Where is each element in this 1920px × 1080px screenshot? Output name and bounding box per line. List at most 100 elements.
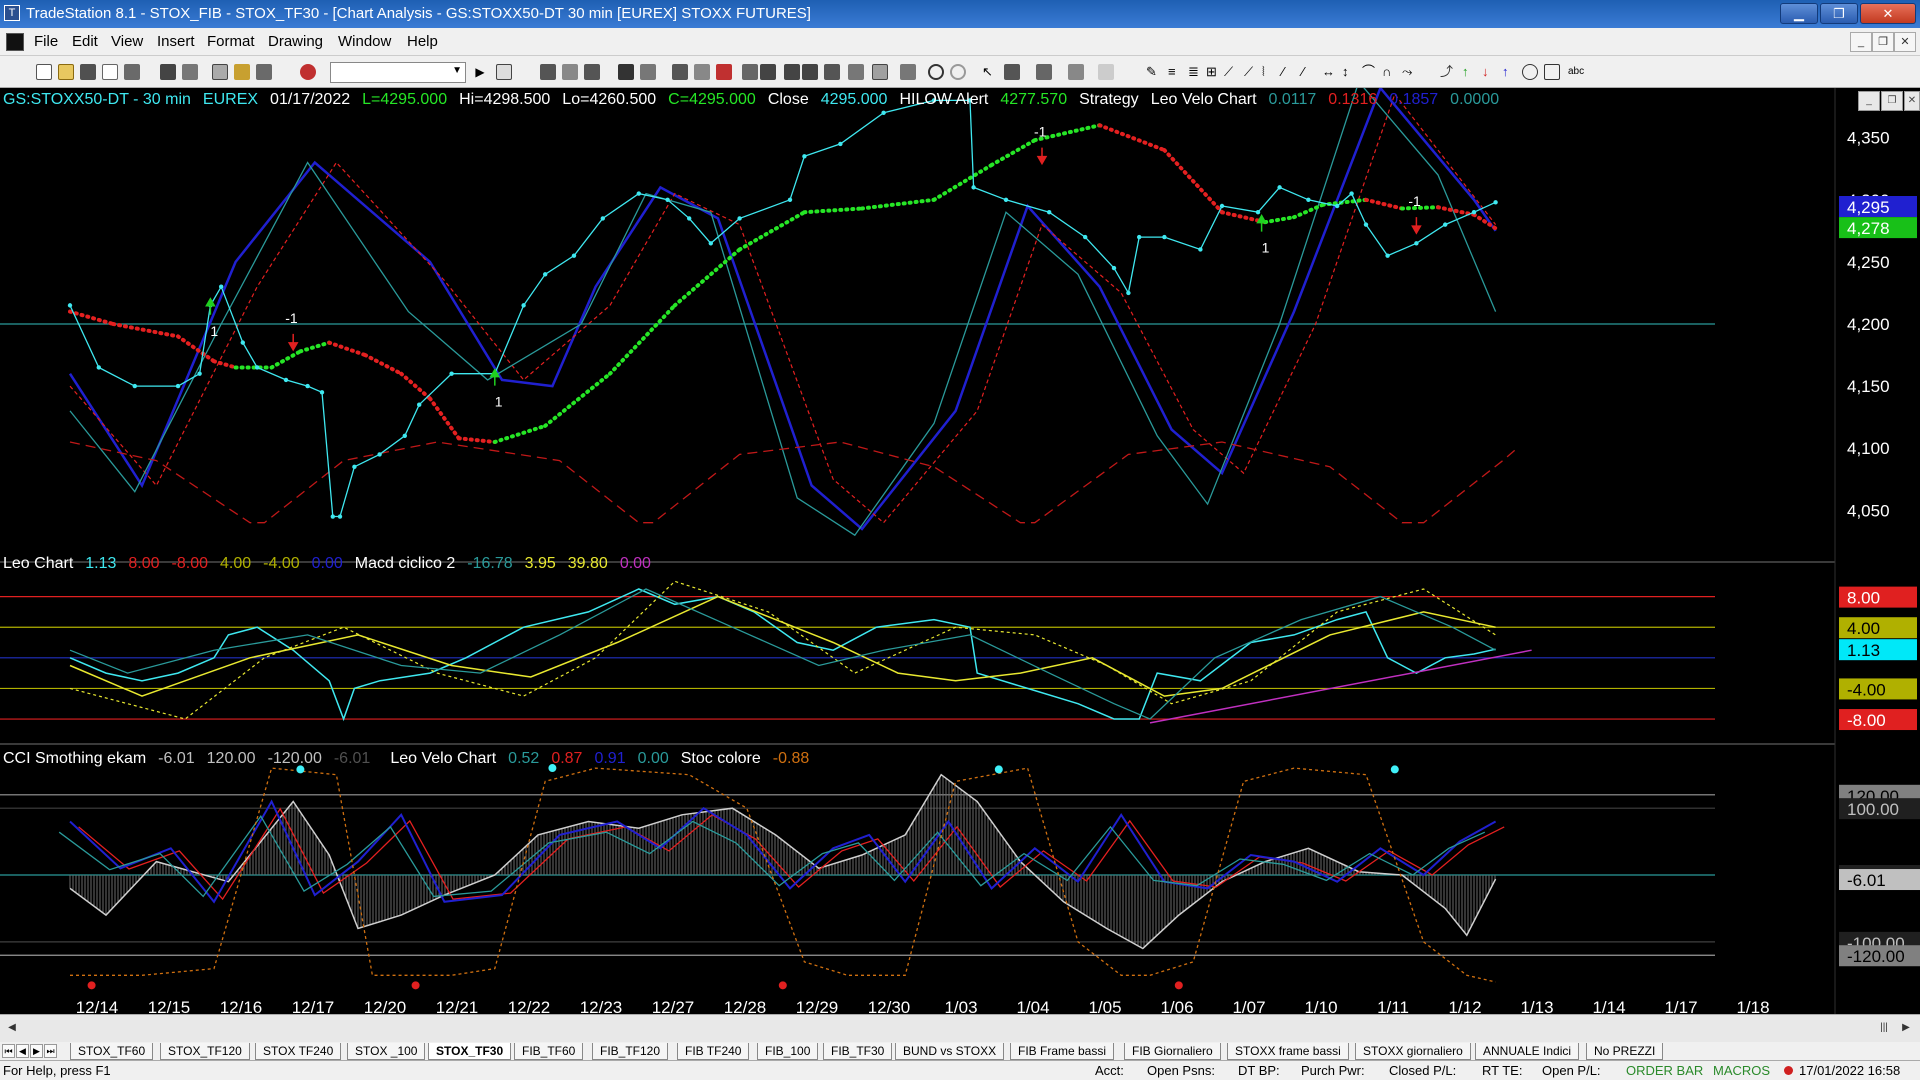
tab-prev-icon[interactable]: ◀ (16, 1044, 29, 1058)
tab-fib-tf60[interactable]: FIB_TF60 (514, 1043, 584, 1060)
tools-icon[interactable] (1036, 64, 1052, 80)
decrease-bars-icon[interactable] (802, 64, 818, 80)
trendline-icon[interactable]: ⁄ (1302, 64, 1305, 79)
menu-drawing[interactable]: Drawing (268, 33, 324, 50)
text-icon[interactable]: abc (1568, 66, 1585, 77)
mdi-restore-button[interactable]: ❐ (1872, 32, 1894, 52)
chart-settings-icon[interactable] (256, 64, 272, 80)
increase-bars-icon[interactable] (784, 64, 800, 80)
freehand-icon[interactable]: ⤳ (1402, 64, 1413, 79)
menu-view[interactable]: View (111, 33, 144, 50)
tab-fib-100[interactable]: FIB_100 (757, 1043, 819, 1060)
link-icon[interactable] (900, 64, 916, 80)
regression-icon[interactable]: ∕ (1282, 64, 1285, 79)
tab-last-icon[interactable]: ⏭ (44, 1044, 57, 1058)
gann-icon[interactable]: ⊞ (1206, 64, 1217, 79)
save-icon[interactable] (80, 64, 96, 80)
down-arrow-icon[interactable]: ↓ (1482, 64, 1489, 79)
minimize-button[interactable]: ▁ (1780, 3, 1818, 24)
mdi-close-button[interactable]: ✕ (1894, 32, 1916, 52)
tab-stox-tf120[interactable]: STOX_TF120 (160, 1043, 250, 1060)
open-folder-icon[interactable] (58, 64, 74, 80)
window-icon[interactable] (212, 64, 228, 80)
red-flag-icon[interactable] (716, 64, 732, 80)
chart-type-icon[interactable] (618, 64, 634, 80)
data-window-icon[interactable] (640, 64, 656, 80)
alert-icon[interactable] (300, 64, 316, 80)
horizontal-line-icon[interactable]: ↔ (1322, 64, 1335, 79)
close-button[interactable]: ✕ (1860, 3, 1916, 24)
bar-spacing-icon[interactable] (760, 64, 776, 80)
print-chart-icon[interactable] (872, 64, 888, 80)
tab-stoxx-frame-bassi[interactable]: STOXX frame bassi (1227, 1043, 1349, 1060)
ellipse-icon[interactable] (1522, 64, 1538, 80)
arc-icon[interactable]: ⌒ (1362, 64, 1376, 79)
cycle-icon[interactable]: ∩ (1382, 64, 1392, 79)
channel-icon[interactable]: ≣ (1188, 64, 1199, 79)
tab-annuale-indici[interactable]: ANNUALE Indici (1475, 1043, 1580, 1060)
sync-icon[interactable] (848, 64, 864, 80)
up-arrow-icon[interactable]: ↑ (1462, 64, 1469, 79)
scroll-left-icon[interactable]: ◀ (8, 1022, 16, 1033)
chart-canvas[interactable]: 12/14 12/15 12/16 12/17 12/20 12/21 12/22 12/23… (0, 88, 1920, 1014)
tab-next-icon[interactable]: ▶ (30, 1044, 43, 1058)
lock-icon[interactable] (234, 64, 250, 80)
menu-file[interactable]: File (34, 33, 59, 50)
strategy-icon[interactable] (694, 64, 710, 80)
tab-first-icon[interactable]: ⏮ (2, 1044, 15, 1058)
chart-minimize-button[interactable]: _ (1858, 91, 1880, 111)
menu-window[interactable]: Window (338, 33, 392, 50)
mdi-minimize-button[interactable]: _ (1850, 32, 1872, 52)
find-symbol-icon[interactable] (496, 64, 512, 80)
menu-format[interactable]: Format (207, 33, 255, 50)
curve-icon[interactable]: ⤴ (1440, 64, 1454, 79)
scroll-right-icon[interactable]: ▶ (1902, 1022, 1910, 1033)
symbol-combo[interactable]: ▼ (330, 62, 466, 83)
chart-close-button[interactable]: ✕ (1904, 91, 1920, 111)
tab-fib-giornaliero[interactable]: FIB Giornaliero (1124, 1043, 1221, 1060)
chart-restore-button[interactable]: ❐ (1881, 91, 1903, 111)
new-file-icon[interactable] (36, 64, 52, 80)
indicator-icon[interactable] (742, 64, 758, 80)
tab-fib-tf120[interactable]: FIB_TF120 (592, 1043, 669, 1060)
tab-fib-frame-bassi[interactable]: FIB Frame bassi (1010, 1043, 1115, 1060)
fib-fan-icon[interactable]: ⟋ (1244, 64, 1254, 79)
speed-line-icon[interactable]: ⟋ (1224, 64, 1234, 79)
pointer-icon[interactable]: ↖ (982, 64, 993, 79)
vertical-line-icon[interactable]: ↕ (1342, 64, 1349, 79)
print-setup-icon[interactable] (124, 64, 140, 80)
format-window-icon[interactable] (540, 64, 556, 80)
maximize-button[interactable]: ❐ (1820, 3, 1858, 24)
pencil-icon[interactable]: ✎ (1146, 64, 1157, 79)
drag-icon[interactable] (1004, 64, 1020, 80)
rectangle-icon[interactable] (1544, 64, 1560, 80)
tab-fib-tf30[interactable]: FIB_TF30 (823, 1043, 893, 1060)
tab-stox-tf240[interactable]: STOX TF240 (255, 1043, 342, 1060)
tab-stox-100[interactable]: STOX _100 (347, 1043, 426, 1060)
tab-bund-vs-stoxx[interactable]: BUND vs STOXX (895, 1043, 1005, 1060)
delete-icon[interactable] (1098, 64, 1114, 80)
tab-stox-tf30[interactable]: STOX_TF30 (428, 1043, 512, 1060)
menu-insert[interactable]: Insert (157, 33, 195, 50)
status-macros[interactable]: MACROS (1713, 1063, 1771, 1078)
print-icon[interactable] (160, 64, 176, 80)
horizontal-scrollbar[interactable]: ◀ ||| ▶ (0, 1014, 1920, 1042)
zoom-out-icon[interactable] (950, 64, 966, 80)
play-icon[interactable]: ▶ (475, 65, 485, 79)
scale-icon[interactable] (824, 64, 840, 80)
zoom-in-icon[interactable] (928, 64, 944, 80)
print-preview-icon[interactable] (182, 64, 198, 80)
tab-stoxx-giornaliero[interactable]: STOXX giornaliero (1355, 1043, 1471, 1060)
andrews-icon[interactable]: ⦚ (1262, 64, 1265, 79)
arrow-icon[interactable]: ↑ (1502, 64, 1509, 79)
tab-stox-tf60[interactable]: STOX_TF60 (70, 1043, 154, 1060)
format-symbol-icon[interactable] (584, 64, 600, 80)
fib-tool-icon[interactable]: ≡ (1168, 64, 1176, 79)
menu-help[interactable]: Help (407, 33, 438, 50)
new-workspace-icon[interactable] (102, 64, 118, 80)
tab-no-prezzi[interactable]: No PREZZI (1586, 1043, 1664, 1060)
status-order-bar[interactable]: ORDER BAR (1626, 1063, 1704, 1078)
scroll-thumb-icon[interactable]: ||| (1880, 1022, 1888, 1033)
menu-edit[interactable]: Edit (72, 33, 98, 50)
object-icon[interactable] (1068, 64, 1084, 80)
